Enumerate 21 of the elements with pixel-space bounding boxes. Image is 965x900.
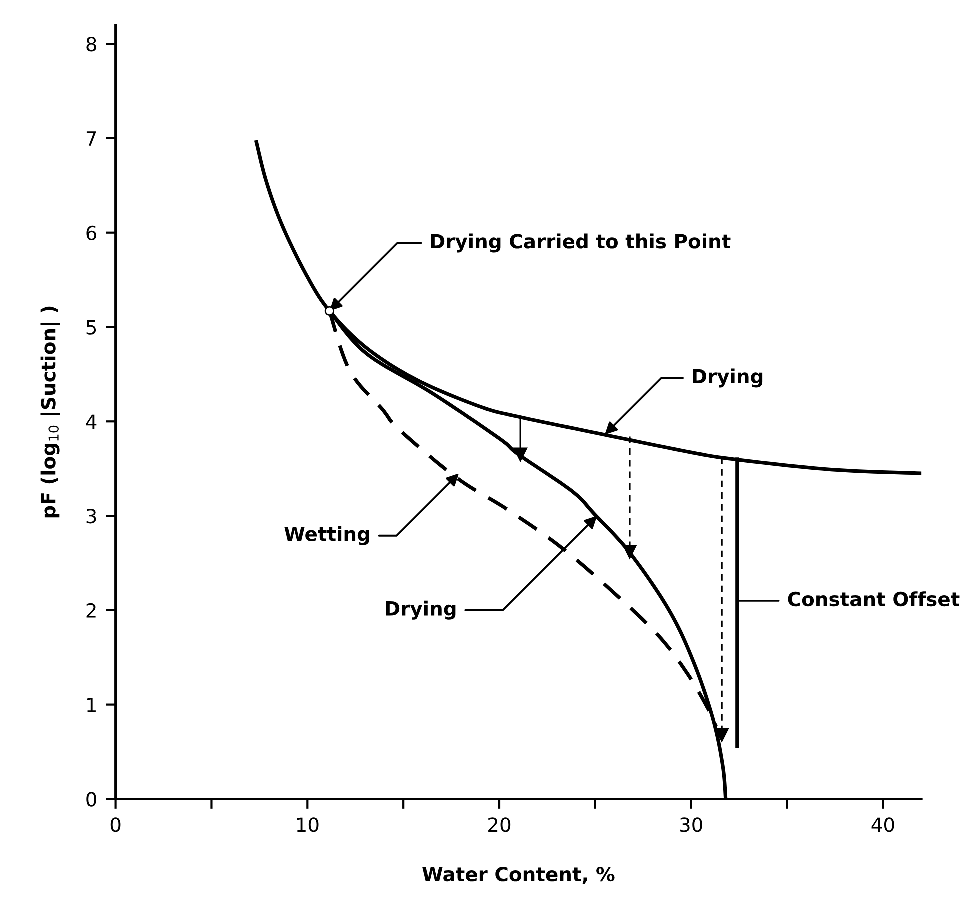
x-tick-label: 10	[297, 818, 319, 832]
y-axis-title: pF (log$_{10}$ |Suction| )	[40, 306, 60, 518]
y-tick-label: 8	[86, 37, 96, 52]
y-tick-label: 1	[88, 698, 96, 712]
y-tick-label: 5	[86, 320, 96, 335]
y-tick-label: 4	[86, 414, 97, 430]
x-tick-label: 0	[110, 818, 121, 832]
x-tick-label: 30	[680, 818, 702, 832]
annotation: Drying	[693, 368, 763, 388]
x-axis-title: Water Content, %	[422, 866, 615, 884]
y-tick-label: 3	[86, 508, 96, 524]
annotation: Wetting	[284, 526, 370, 546]
annotation: Drying Carried to this Point	[431, 234, 731, 253]
annotation: Drying	[386, 600, 456, 620]
x-tick-label: 40	[872, 818, 894, 832]
y-tick-label: 2	[86, 603, 96, 618]
annotation: Constant Offset	[788, 592, 960, 607]
x-tick-label: 20	[488, 818, 511, 832]
y-tick-label: 6	[86, 226, 97, 241]
y-tick-label: 7	[86, 132, 96, 146]
y-tick-label: 0	[86, 792, 96, 807]
